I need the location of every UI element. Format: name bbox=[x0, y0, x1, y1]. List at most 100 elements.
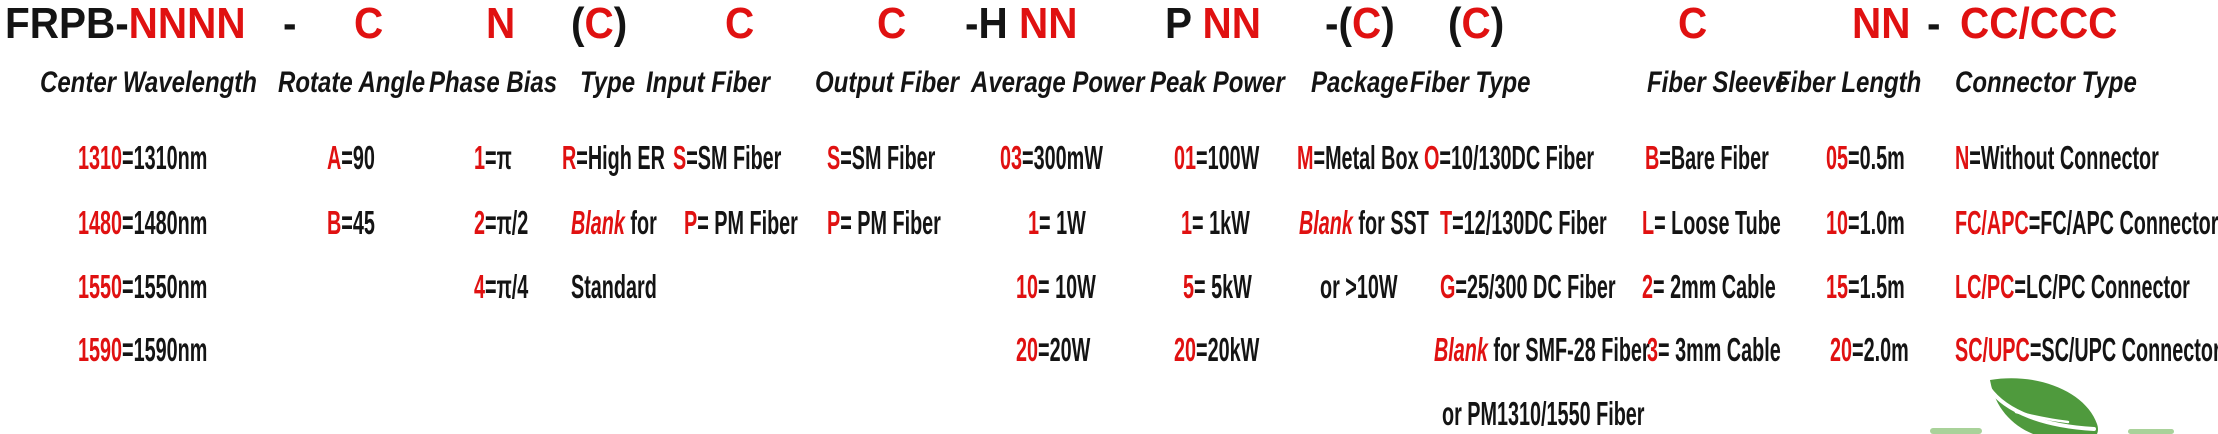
option: 3= 3mm Cable bbox=[1647, 333, 1781, 366]
option-desc: =LC/PC Connector bbox=[2014, 268, 2190, 305]
code-text: - bbox=[283, 0, 297, 48]
column-label-phase-bias: Phase Bias bbox=[429, 66, 558, 99]
column-label-input-fiber: Input Fiber bbox=[646, 66, 770, 99]
option-key: B bbox=[327, 204, 342, 241]
code-text: P bbox=[1165, 0, 1203, 48]
code-text: NN bbox=[1202, 0, 1261, 48]
option-key: T bbox=[1440, 204, 1453, 241]
option-desc: =20W bbox=[1038, 331, 1091, 368]
option-desc: =1480nm bbox=[122, 204, 208, 241]
option-key: 3 bbox=[1647, 331, 1659, 368]
option-desc: = PM Fiber bbox=[697, 204, 798, 241]
option-desc: =1.5m bbox=[1848, 268, 1905, 305]
code-segment: (C) bbox=[1448, 2, 1504, 46]
option: O=10/130DC Fiber bbox=[1424, 141, 1594, 174]
column-label-output-fiber: Output Fiber bbox=[815, 66, 959, 99]
code-text: N bbox=[486, 0, 516, 48]
code-text: C bbox=[1461, 0, 1491, 48]
option: 4=π/4 bbox=[474, 270, 528, 303]
option-key: Blank bbox=[1434, 331, 1488, 368]
option-desc: =90 bbox=[341, 139, 375, 176]
option-desc: = PM Fiber bbox=[840, 204, 941, 241]
option-key: 05 bbox=[1826, 139, 1849, 176]
option-desc: = 1W bbox=[1039, 204, 1086, 241]
option: A=90 bbox=[327, 141, 375, 174]
option-desc: = Loose Tube bbox=[1654, 204, 1781, 241]
option-key: 1550 bbox=[78, 268, 123, 305]
option-desc: = 2mm Cable bbox=[1653, 268, 1776, 305]
column-label-fiber-length: Fiber Length bbox=[1776, 66, 1922, 99]
option-desc: =SC/UPC Connector bbox=[2029, 331, 2218, 368]
option-desc: =High ER bbox=[576, 139, 665, 176]
option: 03=300mW bbox=[1000, 141, 1103, 174]
option: 1= 1W bbox=[1028, 206, 1086, 239]
option-key: O bbox=[1424, 139, 1440, 176]
option-desc: =SM Fiber bbox=[840, 139, 936, 176]
column-label-connector-type: Connector Type bbox=[1955, 66, 2137, 99]
code-text: C bbox=[584, 0, 614, 48]
option: P= PM Fiber bbox=[684, 206, 798, 239]
option: M=Metal Box bbox=[1297, 141, 1419, 174]
option-desc: =10/130DC Fiber bbox=[1439, 139, 1595, 176]
option-desc: =Without Connector bbox=[1969, 139, 2159, 176]
option-desc: =2.0m bbox=[1852, 331, 1909, 368]
code-text: - bbox=[1927, 0, 1941, 48]
code-text: C bbox=[354, 0, 384, 48]
code-segment: -(C) bbox=[1325, 2, 1395, 46]
option-key: 10 bbox=[1826, 204, 1849, 241]
option: P= PM Fiber bbox=[827, 206, 941, 239]
column-label-rotate-angle: Rotate Angle bbox=[278, 66, 426, 99]
option-key: 2 bbox=[1642, 268, 1654, 305]
option: 1590=1590nm bbox=[78, 333, 207, 366]
column-label-fiber-type: Fiber Type bbox=[1410, 66, 1531, 99]
code-text: ) bbox=[1490, 0, 1505, 48]
option-desc: for SMF-28 Fiber bbox=[1487, 331, 1650, 368]
option-key: S bbox=[673, 139, 687, 176]
column-label-fiber-sleeve: Fiber Sleeve bbox=[1647, 66, 1789, 99]
option-desc: Standard bbox=[571, 268, 657, 305]
option-key: FC/APC bbox=[1955, 204, 2029, 241]
code-segment: FRPB-NNNN bbox=[5, 2, 246, 46]
option-desc: for SST bbox=[1352, 204, 1429, 241]
option: B=45 bbox=[327, 206, 375, 239]
option: 2= 2mm Cable bbox=[1642, 270, 1776, 303]
option-desc: =Bare Fiber bbox=[1659, 139, 1769, 176]
code-segment: -H NN bbox=[965, 2, 1077, 46]
option: S=SM Fiber bbox=[673, 141, 781, 174]
option-key: 2 bbox=[474, 204, 486, 241]
option-desc: =Metal Box bbox=[1313, 139, 1419, 176]
option-desc: = 3mm Cable bbox=[1658, 331, 1781, 368]
option: 20=20W bbox=[1016, 333, 1090, 366]
option: 5= 5kW bbox=[1183, 270, 1252, 303]
option-key: M bbox=[1297, 139, 1314, 176]
option-key: 1480 bbox=[78, 204, 123, 241]
option: LC/PC=LC/PC Connector bbox=[1955, 270, 2190, 303]
column-label-average-power: Average Power bbox=[971, 66, 1145, 99]
option-desc: =FC/APC Connector bbox=[2028, 204, 2218, 241]
option-key: 1310 bbox=[78, 139, 123, 176]
code-text: -H bbox=[965, 0, 1019, 48]
option: 15=1.5m bbox=[1826, 270, 1905, 303]
option-desc: =1310nm bbox=[122, 139, 208, 176]
leaf-fragment bbox=[2128, 429, 2174, 434]
option: 1480=1480nm bbox=[78, 206, 207, 239]
option-key: B bbox=[1645, 139, 1660, 176]
option-key: P bbox=[827, 204, 841, 241]
code-segment: C bbox=[725, 2, 754, 46]
option: 1310=1310nm bbox=[78, 141, 207, 174]
option-desc: = 10W bbox=[1038, 268, 1096, 305]
code-segment: P NN bbox=[1165, 2, 1261, 46]
option-key: 03 bbox=[1000, 139, 1023, 176]
option-key: SC/UPC bbox=[1955, 331, 2030, 368]
option-key: 01 bbox=[1174, 139, 1197, 176]
option-key: N bbox=[1955, 139, 1970, 176]
code-text: ( bbox=[571, 0, 585, 48]
column-label-center-wavelength: Center Wavelength bbox=[40, 66, 257, 99]
code-text: -( bbox=[1325, 0, 1352, 48]
option-key: 4 bbox=[474, 268, 486, 305]
option: 10= 10W bbox=[1016, 270, 1096, 303]
option-key: G bbox=[1440, 268, 1456, 305]
code-segment: (C) bbox=[571, 2, 627, 46]
option-desc: =12/130DC Fiber bbox=[1452, 204, 1607, 241]
